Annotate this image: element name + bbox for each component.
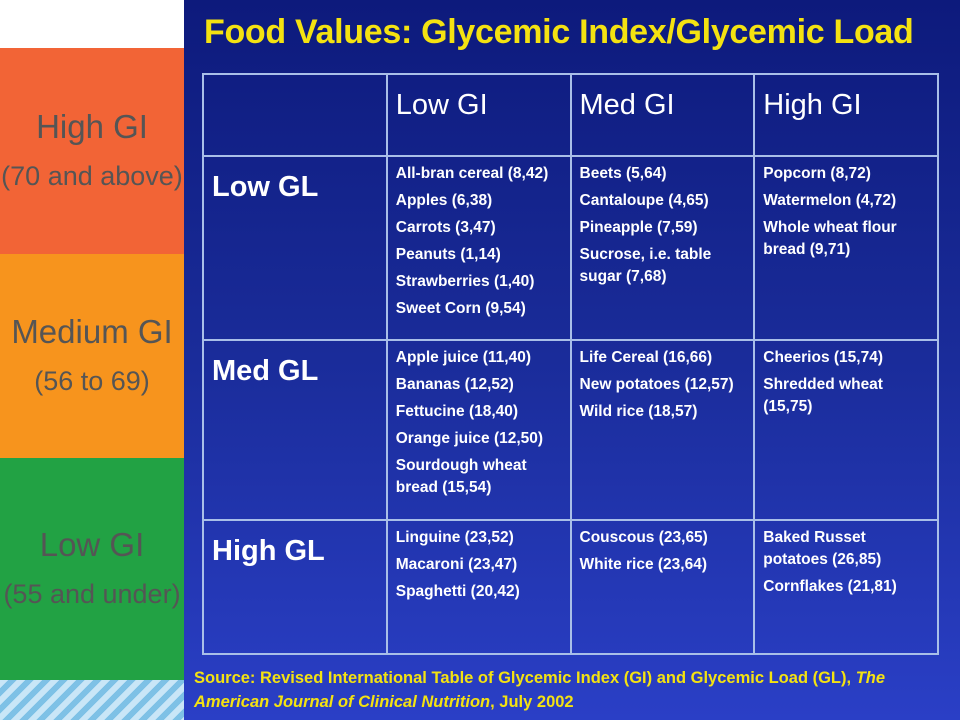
cell-med-gl-high-gi: Cheerios (15,74) Shredded wheat (15,75) [753, 339, 939, 521]
food-item: Spaghetti (20,42) [395, 583, 520, 600]
table-header-row: Low GI Med GI High GI [202, 73, 939, 157]
legend-low-gi-name: Low GI [39, 526, 145, 563]
food-item: Carrots (3,47) [395, 219, 496, 236]
food-item: Cantaloupe (4,65) [579, 192, 709, 209]
food-item: Apple juice (11,40) [395, 349, 531, 366]
legend-low-gi: Low GI (55 and under) [0, 458, 184, 680]
header-med-gi: Med GI [569, 73, 756, 157]
food-item: Watermelon (4,72) [763, 192, 897, 209]
food-item: Cornflakes (21,81) [763, 578, 897, 595]
food-item: Wild rice (18,57) [579, 403, 698, 420]
food-item: Linguine (23,52) [395, 529, 514, 546]
cell-high-gl-low-gi: Linguine (23,52) Macaroni (23,47) Spaghett… [385, 519, 572, 655]
cell-med-gl-med-gi: Life Cereal (16,66) New potatoes (12,57) W… [569, 339, 756, 521]
food-item: Apples (6,38) [395, 192, 493, 209]
food-item: Life Cereal (16,66) [579, 349, 713, 366]
food-item: Macaroni (23,47) [395, 556, 518, 573]
cell-high-gl-high-gi: Baked Russet potatoes (26,85) Cornflakes … [753, 519, 939, 655]
decorative-stripe [0, 680, 184, 720]
food-item: Beets (5,64) [579, 165, 667, 182]
legend-low-gi-range: (55 and under) [3, 579, 181, 609]
cell-low-gl-low-gi: All-bran cereal (8,42) Apples (6,38) Carro… [385, 155, 572, 341]
legend-medium-gi-name: Medium GI [11, 313, 173, 350]
header-high-gi: High GI [753, 73, 939, 157]
legend-top-blank [0, 0, 184, 48]
row-label-med-gl: Med GL [202, 339, 388, 521]
slide-title: Food Values: Glycemic Index/Glycemic Loa… [204, 13, 914, 51]
cell-low-gl-med-gi: Beets (5,64) Cantaloupe (4,65) Pineapple (… [569, 155, 756, 341]
row-label-low-gl: Low GL [202, 155, 388, 341]
header-low-gi: Low GI [385, 73, 572, 157]
legend-medium-gi-range: (56 to 69) [34, 366, 150, 396]
food-item: Popcorn (8,72) [763, 165, 871, 182]
cell-med-gl-low-gi: Apple juice (11,40) Bananas (12,52) Fettuc… [385, 339, 572, 521]
food-item: New potatoes (12,57) [579, 376, 734, 393]
source-suffix: , July 2002 [490, 693, 574, 711]
food-item: Whole wheat flour bread (9,71) [763, 219, 897, 258]
source-prefix: Source: Revised International Table of G… [194, 669, 856, 687]
food-item: Sourdough wheat bread (15,54) [395, 457, 527, 496]
legend-medium-gi: Medium GI (56 to 69) [0, 254, 184, 458]
food-item: Shredded wheat (15,75) [763, 376, 883, 415]
slide: Food Values: Glycemic Index/Glycemic Loa… [184, 0, 960, 720]
row-label-high-gl: High GL [202, 519, 388, 655]
table-row-med-gl: Med GL Apple juice (11,40) Bananas (12,52… [202, 339, 939, 521]
food-item: Fettucine (18,40) [395, 403, 519, 420]
legend-high-gi: High GI (70 and above) [0, 48, 184, 254]
food-item: Pineapple (7,59) [579, 219, 698, 236]
cell-high-gl-med-gi: Couscous (23,65) White rice (23,64) [569, 519, 756, 655]
source-journal: The American Journal of Clinical Nutriti… [194, 669, 886, 711]
cell-low-gl-high-gi: Popcorn (8,72) Watermelon (4,72) Whole whe… [753, 155, 939, 341]
food-item: Orange juice (12,50) [395, 430, 544, 447]
table-row-high-gl: High GL Linguine (23,52) Macaroni (23,47)… [202, 519, 939, 655]
legend-high-gi-name: High GI [36, 108, 148, 145]
food-item: Cheerios (15,74) [763, 349, 883, 366]
food-item: Bananas (12,52) [395, 376, 514, 393]
food-item: Strawberries (1,40) [395, 273, 535, 290]
gi-legend: High GI (70 and above) Medium GI (56 to … [0, 0, 184, 720]
food-item: Sucrose, i.e. table sugar (7,68) [579, 246, 712, 285]
table-row-low-gl: Low GL All-bran cereal (8,42) Apples (6,3… [202, 155, 939, 341]
food-item: All-bran cereal (8,42) [395, 165, 549, 182]
legend-high-gi-range: (70 and above) [1, 161, 183, 191]
header-corner [202, 73, 388, 157]
source-citation: Source: Revised International Table of G… [194, 666, 954, 714]
food-item: Sweet Corn (9,54) [395, 300, 526, 317]
gi-gl-table: Low GI Med GI High GI Low GL All-bran ce… [202, 73, 939, 655]
food-item: Peanuts (1,14) [395, 246, 501, 263]
food-item: White rice (23,64) [579, 556, 708, 573]
food-item: Baked Russet potatoes (26,85) [763, 529, 882, 568]
food-item: Couscous (23,65) [579, 529, 708, 546]
